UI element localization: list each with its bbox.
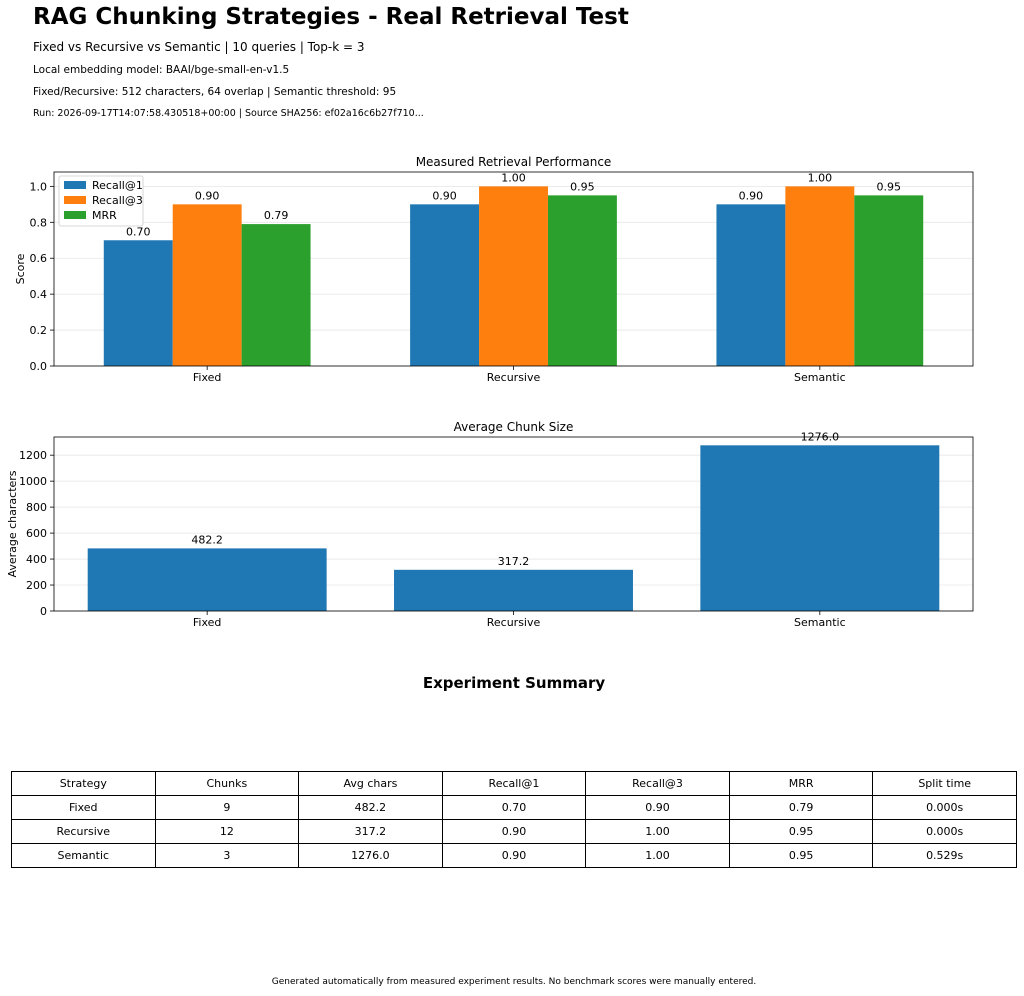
chart-title: Average Chunk Size [454,420,574,434]
y-tick-label: 200 [26,579,47,592]
table-cell: 0.529s [872,843,1017,868]
data-label: 317.2 [498,555,530,568]
y-axis-label: Average characters [6,470,19,577]
charts-canvas: 0.0 0.2 0.4 0.6 0.8 1.0 0.70 0.90 0.79 Fixed 0.90 1… [6,155,974,629]
x-tick-label: Recursive [487,616,541,629]
legend-label: Recall@3 [92,194,143,207]
table-cell: 0.000s [872,795,1017,820]
data-label: 0.79 [264,209,289,222]
chart-title: Measured Retrieval Performance [416,155,612,169]
chunking-config-note: Fixed/Recursive: 512 characters, 64 over… [33,86,397,98]
bar-recall-3 [479,186,548,366]
table-cell: 0.79 [728,795,874,820]
y-axis-label: Score [14,253,27,284]
table-cell: 1.00 [585,843,730,868]
data-label: 0.90 [432,189,457,202]
table-row: Recursive 12 317.2 0.90 1.00 0.95 0.000s [11,819,1017,844]
bar-mrr [854,195,924,366]
table-cell: 317.2 [298,819,443,844]
table-header-row: Strategy Chunks Avg chars Recall@1 Recal… [11,771,1017,796]
y-tick-label: 1.0 [30,180,48,193]
column-header-avg-chars: Avg chars [298,771,443,796]
embedding-model-note: Local embedding model: BAAI/bge-small-en… [33,64,290,76]
bar-recall-3 [785,186,855,366]
table-cell: 0.90 [441,819,587,844]
data-label: 1.00 [808,171,833,184]
bar-avg-chars [394,569,633,611]
data-label: 0.70 [126,225,151,238]
data-label: 0.95 [877,180,902,193]
table-row: Fixed 9 482.2 0.70 0.90 0.79 0.000s [11,795,1017,820]
table-cell: 0.90 [585,795,730,820]
table-cell: 0.000s [872,819,1017,844]
bar-recall-3 [172,204,242,366]
data-label: 1.00 [501,171,526,184]
y-tick-label: 1200 [19,449,47,462]
table-cell: 0.95 [728,819,874,844]
summary-title: Experiment Summary [422,674,606,692]
column-header-chunks: Chunks [154,771,300,796]
bar-avg-chars [87,548,327,611]
table-row: Semantic 3 1276.0 0.90 1.00 0.95 0.529s [11,843,1017,868]
table-cell: 9 [154,795,300,820]
legend-label: MRR [92,209,117,222]
x-tick-label: Fixed [193,371,222,384]
x-tick-label: Fixed [193,616,222,629]
table-cell: Recursive [11,819,156,844]
data-label: 0.95 [570,180,595,193]
bar-mrr [241,224,311,366]
data-label: 482.2 [191,533,223,546]
legend-swatch [64,181,86,189]
plot-frame [53,171,974,367]
y-tick-label: 0.4 [30,288,48,301]
y-tick-label: 0 [40,605,47,618]
bar-recall-1 [103,240,173,366]
y-tick-label: 400 [26,553,47,566]
legend-label: Recall@1 [92,179,143,192]
bar-recall-1 [716,204,786,366]
column-header-strategy: Strategy [11,771,156,796]
x-tick-label: Semantic [794,616,846,629]
y-tick-label: 800 [26,501,47,514]
bar-mrr [547,195,617,366]
table-cell: Semantic [11,843,156,868]
y-tick-label: 600 [26,527,47,540]
table-cell: 482.2 [298,795,443,820]
y-tick-label: 1000 [19,475,47,488]
table-cell: 1.00 [585,819,730,844]
table-cell: 0.90 [441,843,587,868]
plot-frame [53,436,974,612]
y-tick-label: 0.8 [30,216,48,229]
run-info: Run: 2026-09-17T14:07:58.430518+00:00 | … [33,108,424,119]
y-tick-label: 0.0 [30,360,48,373]
summary-table: Strategy Chunks Avg chars Recall@1 Recal… [11,771,1017,868]
page-title: RAG Chunking Strategies - Real Retrieval… [33,4,629,30]
table-cell: 0.95 [728,843,874,868]
bar-recall-1 [410,204,480,366]
column-header-recall-3: Recall@3 [585,771,730,796]
legend-swatch [64,211,86,219]
table-cell: 1276.0 [298,843,443,868]
x-tick-label: Semantic [794,371,846,384]
column-header-split-time: Split time [872,771,1017,796]
y-tick-label: 0.2 [30,324,48,337]
bar-avg-chars [700,445,940,611]
data-label: 0.90 [739,189,764,202]
table-cell: 12 [154,819,300,844]
x-tick-label: Recursive [487,371,541,384]
column-header-mrr: MRR [728,771,874,796]
table-cell: 3 [154,843,300,868]
table-cell: 0.70 [441,795,587,820]
legend-swatch [64,196,86,204]
y-tick-label: 0.6 [30,252,48,265]
data-label: 0.90 [195,189,220,202]
column-header-recall-1: Recall@1 [441,771,587,796]
footer-note: Generated automatically from measured ex… [271,977,757,987]
table-cell: Fixed [11,795,156,820]
subtitle: Fixed vs Recursive vs Semantic | 10 quer… [33,40,365,54]
